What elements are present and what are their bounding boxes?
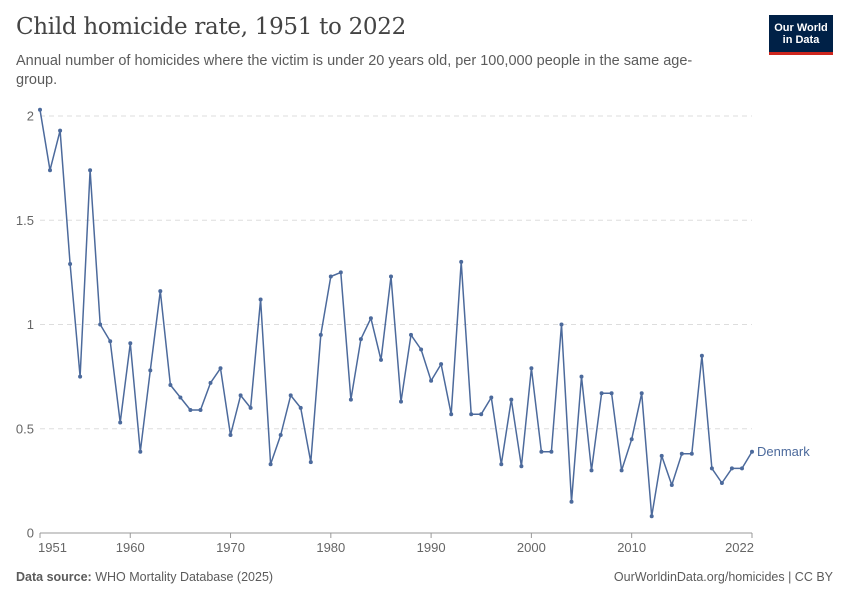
x-tick-label: 1960 [116,540,145,555]
data-point [549,449,554,454]
data-point [599,391,604,396]
data-point [368,316,373,321]
data-point [449,412,454,417]
data-point [308,460,313,465]
data-point [629,437,634,442]
data-point [138,449,143,454]
data-point [258,297,263,302]
chart-subtitle: Annual number of homicides where the vic… [16,53,693,88]
data-point [669,483,674,487]
data-point [228,433,233,437]
series-line-denmark [39,109,753,518]
data-point [429,378,434,383]
x-tick-label: 2022 [725,540,754,555]
data-source: Data source: WHO Mortality Database (202… [16,570,273,584]
data-point [68,262,73,266]
data-point [419,347,424,352]
data-point [208,380,213,385]
credit-link[interactable]: OurWorldinData.org/homicides | CC BY [613,570,833,584]
data-point [348,397,353,402]
data-point [499,462,504,467]
data-source-label: Data source: [16,570,92,584]
y-tick-label: 2 [27,109,34,124]
data-point [609,391,614,396]
data-point [278,433,283,437]
data-point [158,289,163,294]
data-point [218,366,223,371]
logo-line-1: Our World [774,21,828,34]
data-point [649,514,654,519]
owid-logo[interactable]: Our World in Data [769,15,833,55]
data-point [58,128,63,133]
data-point [689,451,694,456]
data-point [178,395,183,400]
data-point [679,451,684,456]
data-point [479,412,484,417]
data-point [529,366,534,371]
data-point [569,499,574,504]
data-point [699,353,704,358]
data-point [358,337,363,342]
data-point [389,274,393,279]
y-tick-label: 0.5 [16,421,34,436]
data-point [288,393,293,398]
x-tick-label: 1970 [216,540,245,555]
data-point [459,259,464,264]
data-point [238,393,243,398]
data-point [439,362,444,367]
data-point [198,408,203,412]
x-tick-label: 2000 [517,540,546,555]
data-point [248,405,253,410]
data-point [318,332,323,337]
data-source-value[interactable]: WHO Mortality Database (2025) [95,570,274,584]
data-point [399,399,403,404]
x-tick-label: 1980 [316,540,345,555]
data-point [168,383,173,387]
data-point [379,357,383,362]
y-tick-label: 1 [27,317,34,332]
data-point [298,405,303,410]
data-point [409,332,413,337]
data-point [509,397,514,402]
x-tick-label: 2010 [617,540,646,555]
data-point [98,322,103,327]
data-point [559,322,564,327]
data-point [188,408,193,412]
data-point [38,107,42,112]
data-point [619,468,624,473]
data-point [268,462,273,467]
data-point [48,168,52,173]
data-point [740,466,744,471]
data-point [589,468,594,473]
data-point [659,453,664,458]
data-point [489,395,494,400]
data-point [639,391,644,396]
y-tick-label: 1.5 [16,213,34,228]
data-point [539,449,544,454]
data-point [328,274,333,279]
x-tick-label: 1951 [38,540,67,555]
data-point [108,339,113,344]
data-point [519,464,524,469]
data-point [88,168,93,173]
data-point [78,374,83,379]
data-point [128,341,133,346]
chart-title: Child homicide rate, 1951 to 2022 [16,14,406,40]
data-point [148,368,153,373]
data-point [118,420,123,425]
data-point [750,449,754,454]
data-point [338,270,343,275]
data-point [579,374,584,379]
data-point [469,412,474,417]
data-point [729,466,734,471]
series-label: Denmark [757,444,810,459]
y-tick-label: 0 [27,526,34,541]
data-point [709,466,714,471]
data-point [719,481,724,485]
x-tick-label: 1990 [417,540,446,555]
logo-line-2: in Data [782,33,820,46]
